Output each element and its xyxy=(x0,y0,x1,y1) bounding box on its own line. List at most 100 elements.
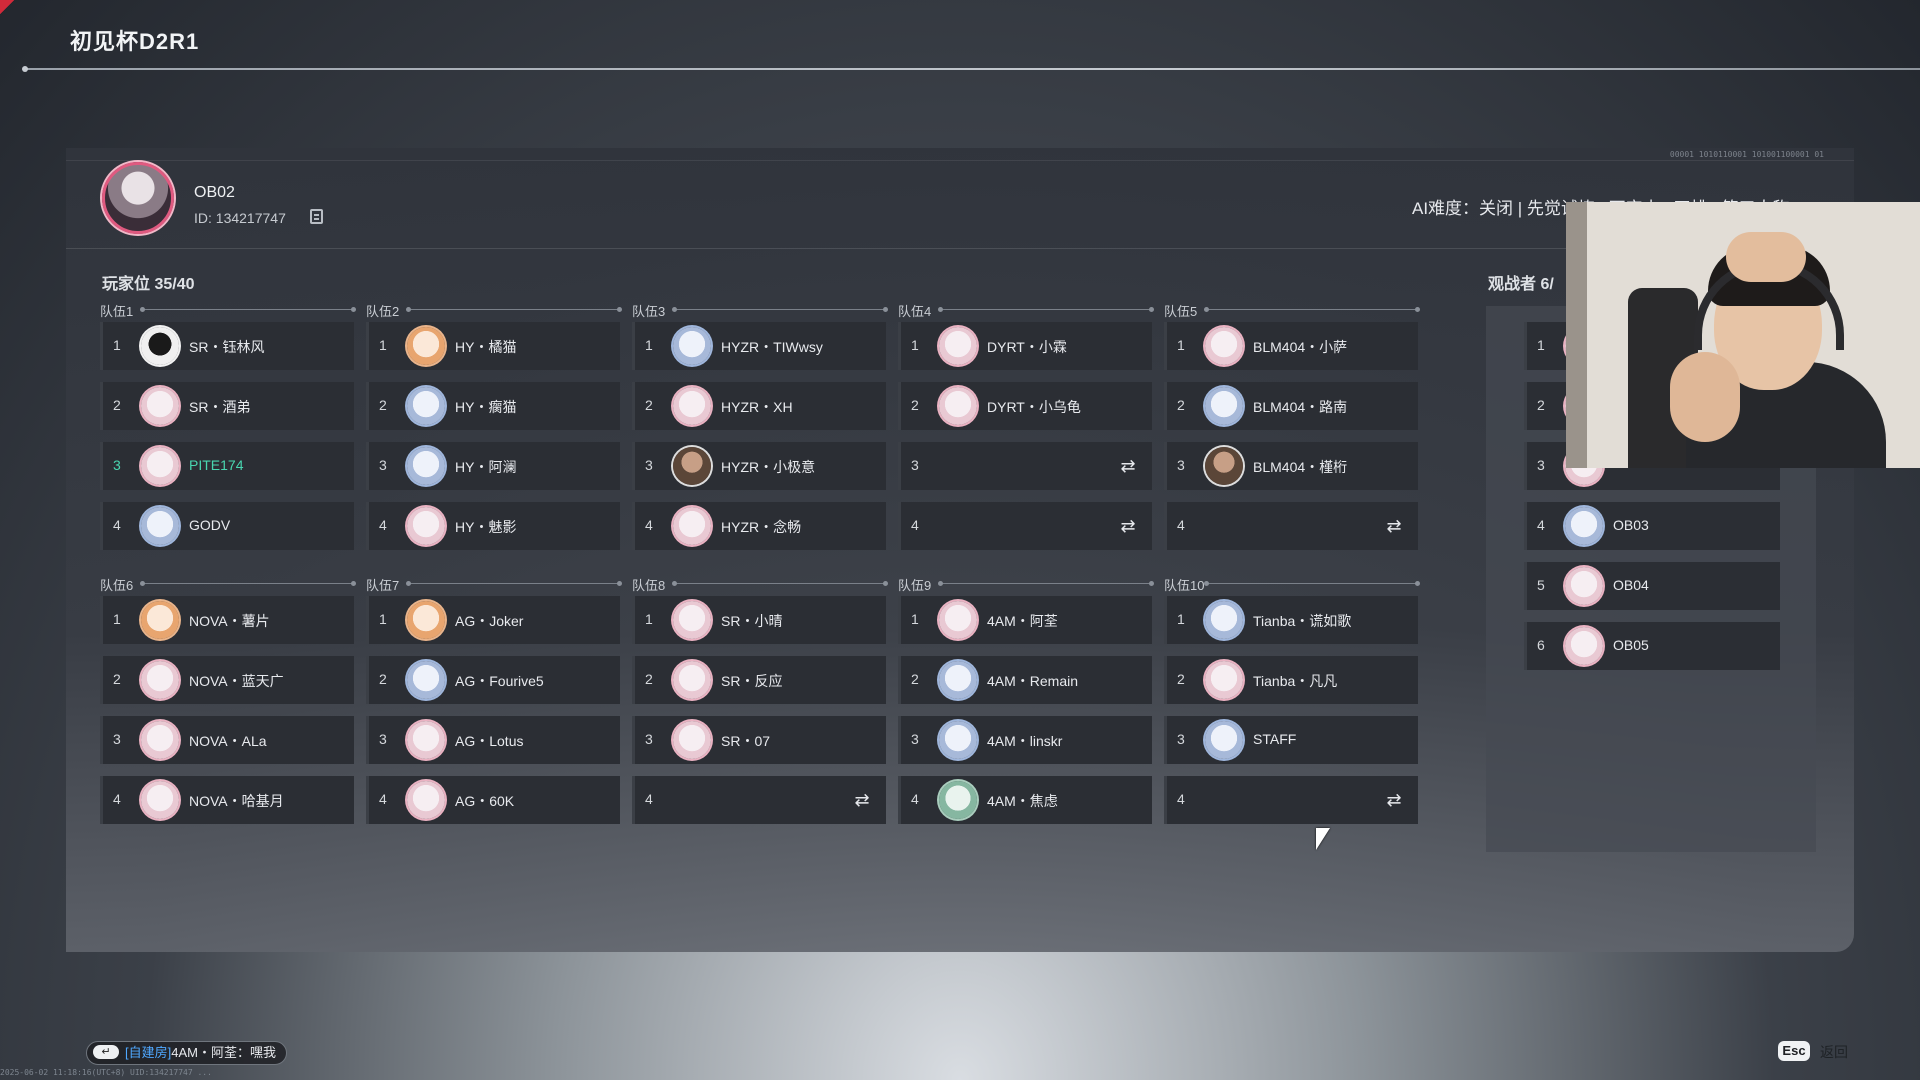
slot-number: 1 xyxy=(113,337,121,353)
swap-icon[interactable]: ⇄ xyxy=(1120,516,1136,536)
empty-slot[interactable]: 4 ⇄ xyxy=(1164,502,1418,550)
player-slot[interactable]: 1 HY・橘猫 xyxy=(366,322,620,370)
player-slot[interactable]: 2 HY・瘸猫 xyxy=(366,382,620,430)
team-name: 队伍3 xyxy=(632,304,666,319)
slot-number: 4 xyxy=(645,791,653,807)
player-slot[interactable]: 4 AG・60K xyxy=(366,776,620,824)
player-slot[interactable]: 3 HYZR・小极意 xyxy=(632,442,886,490)
player-avatar xyxy=(939,721,977,759)
player-name: SR・07 xyxy=(721,733,771,749)
player-slot[interactable]: 4 HY・魅影 xyxy=(366,502,620,550)
back-button-label[interactable]: 返回 xyxy=(1820,1044,1848,1060)
observer-slot[interactable]: 5 OB04 xyxy=(1524,562,1780,610)
player-slot[interactable]: 2 NOVA・蓝天广 xyxy=(100,656,354,704)
player-slot[interactable]: 1 4AM・阿荃 xyxy=(898,596,1152,644)
slot-number: 1 xyxy=(379,337,387,353)
esc-key-button[interactable]: Esc xyxy=(1778,1041,1810,1061)
player-name: SR・酒弟 xyxy=(189,399,251,415)
player-avatar xyxy=(1205,721,1243,759)
player-slot[interactable]: 4 4AM・焦虑 xyxy=(898,776,1152,824)
slot-number: 1 xyxy=(1177,611,1185,627)
player-slot[interactable]: 1 SR・小晴 xyxy=(632,596,886,644)
observer-avatar xyxy=(1565,567,1603,605)
player-name: HYZR・TIWwsy xyxy=(721,339,823,355)
profile-avatar[interactable] xyxy=(102,162,174,234)
player-slot[interactable]: 3 AG・Lotus xyxy=(366,716,620,764)
swap-icon[interactable]: ⇄ xyxy=(1386,516,1402,536)
player-name: BLM404・路南 xyxy=(1253,399,1348,415)
decorative-code: 00001 1010110001 101001100001 01 xyxy=(1669,150,1824,159)
player-slot[interactable]: 1 HYZR・TIWwsy xyxy=(632,322,886,370)
panel-divider xyxy=(66,248,1854,249)
player-slot[interactable]: 4 HYZR・念畅 xyxy=(632,502,886,550)
page-title: 初见杯D2R1 xyxy=(70,29,200,54)
swap-icon[interactable]: ⇄ xyxy=(1120,456,1136,476)
empty-slot[interactable]: 4 ⇄ xyxy=(1164,776,1418,824)
player-slot[interactable]: 3 BLM404・槿桁 xyxy=(1164,442,1418,490)
team-divider xyxy=(140,581,356,586)
player-slot[interactable]: 2 HYZR・XH xyxy=(632,382,886,430)
player-slot[interactable]: 2 SR・酒弟 xyxy=(100,382,354,430)
player-slot[interactable]: 1 AG・Joker xyxy=(366,596,620,644)
slot-number: 1 xyxy=(1537,337,1545,353)
player-avatar xyxy=(673,721,711,759)
slot-number: 1 xyxy=(113,611,121,627)
webcam-overlay xyxy=(1566,202,1920,468)
player-avatar xyxy=(141,447,179,485)
observer-slot[interactable]: 4 OB03 xyxy=(1524,502,1780,550)
empty-slot[interactable]: 4 ⇄ xyxy=(632,776,886,824)
player-slot[interactable]: 3 SR・07 xyxy=(632,716,886,764)
player-slot[interactable]: 1 NOVA・薯片 xyxy=(100,596,354,644)
player-slot[interactable]: 2 BLM404・路南 xyxy=(1164,382,1418,430)
team-name: 队伍4 xyxy=(898,304,932,319)
player-name: 4AM・阿荃 xyxy=(987,613,1058,629)
player-slot[interactable]: 1 SR・钰林风 xyxy=(100,322,354,370)
swap-icon[interactable]: ⇄ xyxy=(854,790,870,810)
player-name: SR・反应 xyxy=(721,673,783,689)
team-divider xyxy=(672,581,888,586)
player-slot[interactable]: 3 NOVA・ALa xyxy=(100,716,354,764)
copy-icon[interactable] xyxy=(310,209,323,224)
panel-top-divider xyxy=(66,160,1854,161)
observer-slot[interactable]: 6 OB05 xyxy=(1524,622,1780,670)
player-slot[interactable]: 3 PITE174 xyxy=(100,442,354,490)
player-name: HY・橘猫 xyxy=(455,339,517,355)
player-slot[interactable]: 2 AG・Fourive5 xyxy=(366,656,620,704)
player-slot[interactable]: 1 BLM404・小萨 xyxy=(1164,322,1418,370)
player-slot[interactable]: 2 Tianba・凡凡 xyxy=(1164,656,1418,704)
player-name: PITE174 xyxy=(189,457,244,473)
swap-icon[interactable]: ⇄ xyxy=(1386,790,1402,810)
chat-bar[interactable]: ↵ [自建房]4AM・阿荃：嘿我 xyxy=(86,1041,287,1065)
team-header: 队伍2 xyxy=(366,298,622,322)
team-divider xyxy=(1204,581,1420,586)
player-name: HY・魅影 xyxy=(455,519,517,535)
player-slot[interactable]: 1 DYRT・小霖 xyxy=(898,322,1152,370)
player-slot[interactable]: 4 GODV xyxy=(100,502,354,550)
player-slot[interactable]: 1 Tianba・谎如歌 xyxy=(1164,596,1418,644)
slot-number: 2 xyxy=(645,671,653,687)
player-avatar xyxy=(673,601,711,639)
player-slot[interactable]: 4 NOVA・哈基月 xyxy=(100,776,354,824)
empty-slot[interactable]: 4 ⇄ xyxy=(898,502,1152,550)
slot-number: 3 xyxy=(379,457,387,473)
player-name: HYZR・小极意 xyxy=(721,459,816,475)
player-slot[interactable]: 3 HY・阿澜 xyxy=(366,442,620,490)
player-slot[interactable]: 2 DYRT・小乌龟 xyxy=(898,382,1152,430)
slot-number: 4 xyxy=(113,791,121,807)
slot-number: 2 xyxy=(911,397,919,413)
slot-number: 4 xyxy=(911,791,919,807)
team-header: 队伍5 xyxy=(1164,298,1420,322)
player-slot[interactable]: 2 SR・反应 xyxy=(632,656,886,704)
player-name: GODV xyxy=(189,517,231,533)
player-name: Tianba・凡凡 xyxy=(1253,673,1338,689)
player-slot[interactable]: 2 4AM・Remain xyxy=(898,656,1152,704)
player-avatar xyxy=(407,447,445,485)
team-8: 队伍8 1 SR・小晴 2 SR・反应 3 SR・07 4 ⇄ xyxy=(632,572,888,824)
player-name: 4AM・焦虑 xyxy=(987,793,1058,809)
observers-count-label: 观战者 6/ xyxy=(1488,276,1554,293)
player-slot[interactable]: 3 STAFF xyxy=(1164,716,1418,764)
team-2: 队伍2 1 HY・橘猫 2 HY・瘸猫 3 HY・阿澜 4 HY・魅影 xyxy=(366,298,622,550)
player-slot[interactable]: 3 4AM・linskr xyxy=(898,716,1152,764)
empty-slot[interactable]: 3 ⇄ xyxy=(898,442,1152,490)
slot-number: 3 xyxy=(645,457,653,473)
